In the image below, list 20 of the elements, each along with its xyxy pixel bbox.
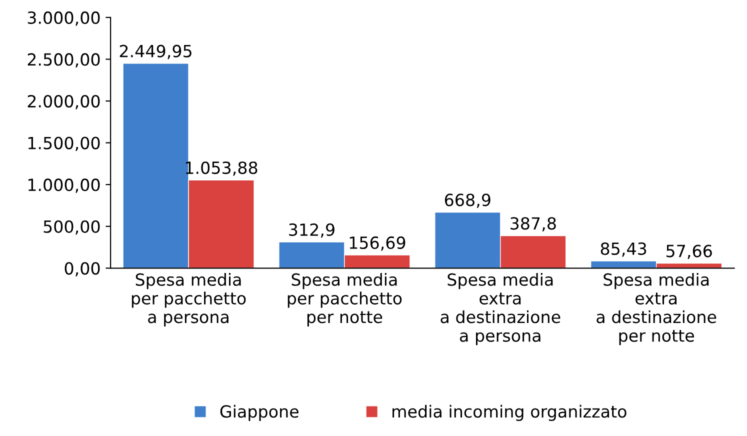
- x-tick-label: Spesa media per pacchetto a persona: [132, 273, 246, 326]
- x-tick-label: Spesa media extra a destinazione a persona: [440, 273, 560, 346]
- data-label: 312,9: [289, 223, 334, 238]
- y-tick-label: 3.000,00: [28, 11, 100, 26]
- y-tick-label: 2.500,00: [28, 53, 100, 68]
- x-tick-label: Spesa media per pacchetto per notte: [288, 273, 402, 326]
- data-label: 156,69: [350, 236, 406, 251]
- x-tick-label: Spesa media extra a destinazione per notte: [596, 273, 716, 346]
- legend-label: media incoming organizzato: [392, 404, 626, 421]
- data-label: 57,66: [666, 244, 712, 260]
- legend-label: Giappone: [220, 404, 298, 421]
- data-label: 2.449,95: [120, 44, 192, 60]
- data-label: 85,43: [600, 242, 646, 257]
- y-tick-label: 2.000,00: [28, 94, 100, 110]
- y-tick-label: 0,00: [64, 262, 100, 276]
- data-label: 387,8: [510, 217, 556, 232]
- y-tick-label: 1.000,00: [28, 178, 100, 193]
- y-tick-label: 1.500,00: [28, 136, 100, 152]
- y-tick-label: 500,00: [44, 220, 100, 235]
- data-label: 668,9: [444, 194, 490, 208]
